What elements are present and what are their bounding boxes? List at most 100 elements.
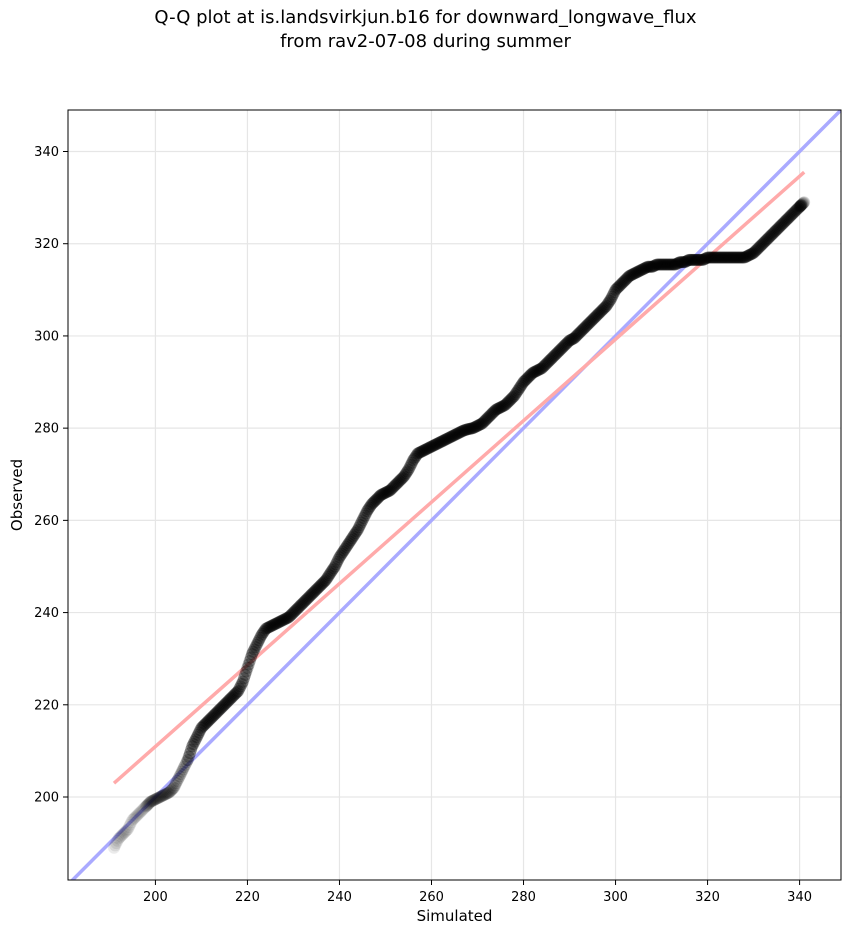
quantile-point	[526, 366, 539, 379]
quantile-point	[188, 735, 201, 748]
quantile-point	[776, 218, 789, 231]
quantile-point	[143, 796, 156, 809]
quantile-point	[409, 450, 422, 463]
quantile-point	[300, 593, 313, 606]
quantile-point	[713, 251, 726, 264]
quantile-point	[686, 253, 699, 266]
quantile-point	[527, 366, 540, 379]
quantile-point	[342, 537, 355, 550]
x-axis-label: Simulated	[417, 907, 493, 925]
quantile-point	[410, 449, 423, 462]
quantile-point	[500, 397, 513, 410]
quantile-point	[606, 290, 619, 303]
quantile-point	[653, 258, 666, 271]
quantile-point	[428, 438, 441, 451]
quantile-point	[355, 516, 368, 529]
quantile-point	[509, 388, 522, 401]
quantile-point	[433, 436, 446, 449]
quantile-point	[688, 253, 701, 266]
quantile-point	[395, 472, 408, 485]
quantile-point	[795, 198, 808, 211]
quantile-point	[120, 824, 133, 837]
quantile-point	[453, 426, 466, 439]
quantile-point	[323, 569, 336, 582]
quantile-point	[234, 680, 247, 693]
quantile-point	[564, 333, 577, 346]
quantile-point	[315, 578, 328, 591]
quantile-point	[293, 600, 306, 613]
quantile-point	[622, 271, 635, 284]
quantile-point	[196, 720, 209, 733]
quantile-point	[718, 251, 731, 264]
x-tick-label: 260	[419, 890, 444, 905]
quantile-point	[596, 303, 609, 316]
quantile-point	[793, 200, 806, 213]
quantile-point	[200, 717, 213, 730]
quantile-point	[554, 343, 567, 356]
quantile-point	[252, 634, 265, 647]
quantile-point	[431, 437, 444, 450]
quantile-point	[677, 256, 690, 269]
quantile-point	[126, 814, 139, 827]
quantile-point	[654, 258, 667, 271]
quantile-point	[690, 253, 703, 266]
quantile-point	[565, 333, 578, 346]
quantile-point	[111, 834, 124, 847]
quantile-point	[425, 440, 438, 453]
quantile-point	[746, 247, 759, 260]
quantile-point	[346, 532, 359, 545]
quantile-point	[694, 253, 707, 266]
quantile-point	[298, 595, 311, 608]
quantile-point	[424, 441, 437, 454]
quantile-point	[390, 477, 403, 490]
quantile-point	[538, 359, 551, 372]
quantile-point	[225, 691, 238, 704]
quantile-point	[377, 487, 390, 500]
quantile-point	[659, 258, 672, 271]
quantile-point	[533, 363, 546, 376]
quantile-point	[381, 485, 394, 498]
x-tick-label: 340	[787, 890, 812, 905]
quantile-point	[255, 629, 268, 642]
y-tick-label: 320	[34, 237, 59, 252]
quantile-point	[617, 275, 630, 288]
quantile-point	[151, 792, 164, 805]
quantile-point	[156, 789, 169, 802]
quantile-point	[778, 215, 791, 228]
quantile-point	[486, 407, 499, 420]
quantile-point	[657, 258, 670, 271]
quantile-point	[374, 489, 387, 501]
quantile-point	[141, 799, 154, 812]
quantile-point	[224, 693, 237, 706]
quantile-point	[721, 251, 734, 264]
quantile-point	[417, 444, 430, 457]
quantile-point	[607, 288, 620, 301]
quantile-point	[369, 494, 382, 507]
quantile-point	[399, 468, 412, 481]
quantile-point	[455, 425, 468, 438]
quantile-point	[784, 210, 797, 223]
quantile-point	[197, 719, 210, 732]
quantile-point	[316, 577, 329, 590]
quantile-point	[577, 323, 590, 336]
quantile-point	[220, 696, 233, 709]
marks-layer	[70, 110, 841, 880]
quantile-point	[787, 206, 800, 219]
quantile-point	[402, 463, 415, 476]
quantile-point	[479, 414, 492, 427]
quantile-point	[579, 320, 592, 333]
quantile-point	[198, 718, 211, 731]
quantile-point	[242, 658, 255, 671]
quantile-point	[363, 501, 376, 514]
quantile-point	[462, 423, 475, 436]
quantile-point	[214, 702, 227, 715]
quantile-point	[796, 197, 809, 210]
quantile-point	[768, 226, 781, 239]
quantile-point	[740, 250, 753, 263]
quantile-point	[760, 234, 773, 247]
quantile-point	[344, 533, 357, 546]
quantile-point	[401, 465, 414, 478]
y-axis-label: Observed	[8, 459, 26, 531]
quantile-point	[664, 258, 677, 271]
quantile-point	[531, 364, 544, 377]
